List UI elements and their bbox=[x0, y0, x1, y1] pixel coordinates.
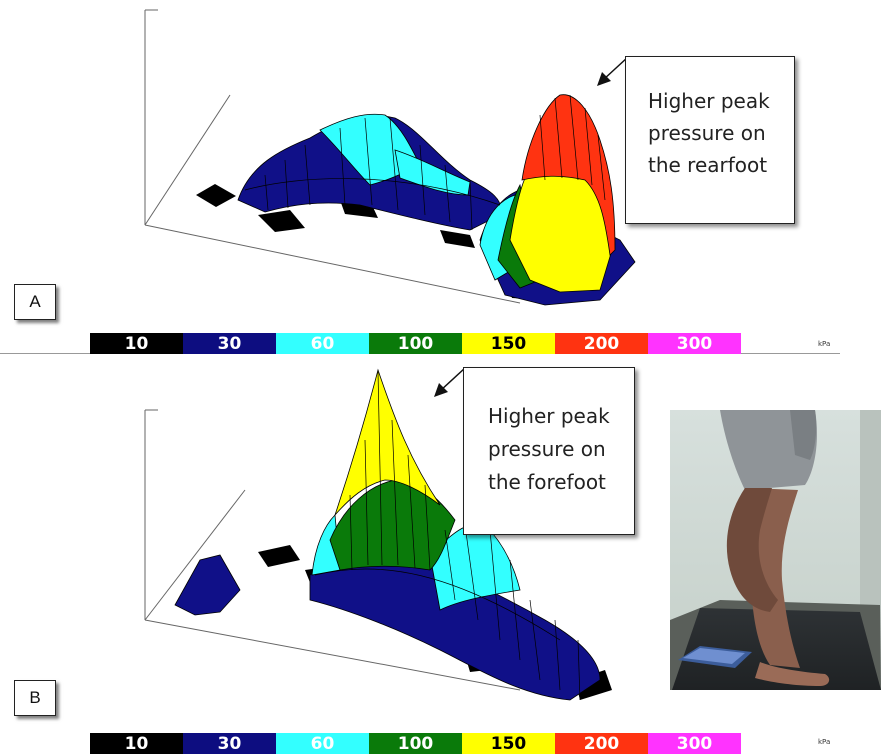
panel-a-callout-line-3: the rearfoot bbox=[648, 153, 768, 177]
panel-a-label: A bbox=[14, 284, 56, 320]
scale-a-seg-150: 150 bbox=[462, 333, 555, 354]
panel-b-unit: kPa bbox=[818, 738, 831, 746]
scale-a-seg-300: 300 bbox=[648, 333, 741, 354]
scale-a-seg-10: 10 bbox=[90, 333, 183, 354]
panel-b-color-scale: 10 30 60 100 150 200 300 bbox=[90, 733, 741, 754]
scale-a-seg-200: 200 bbox=[555, 333, 648, 354]
panel-a-unit: kPa bbox=[818, 340, 831, 348]
scale-b-seg-200: 200 bbox=[555, 733, 648, 754]
panel-a-callout-line-2: pressure on bbox=[648, 121, 766, 145]
panel-b-callout: Higher peak pressure on the forefoot bbox=[463, 367, 635, 535]
scale-b-seg-60: 60 bbox=[276, 733, 369, 754]
panel-a-callout: Higher peak pressure on the rearfoot bbox=[625, 56, 795, 224]
scale-a-seg-30: 30 bbox=[183, 333, 276, 354]
scale-a-seg-60: 60 bbox=[276, 333, 369, 354]
panel-b-callout-line-3: the forefoot bbox=[488, 470, 606, 494]
scale-b-seg-10: 10 bbox=[90, 733, 183, 754]
panel-b-label: B bbox=[14, 680, 56, 716]
scale-a-seg-100: 100 bbox=[369, 333, 462, 354]
panel-a-callout-line-1: Higher peak bbox=[648, 89, 770, 113]
scale-b-seg-300: 300 bbox=[648, 733, 741, 754]
panel-a-color-scale: 10 30 60 100 150 200 300 bbox=[90, 333, 741, 354]
panel-b-callout-line-2: pressure on bbox=[488, 437, 606, 461]
scale-b-seg-100: 100 bbox=[369, 733, 462, 754]
scale-b-seg-150: 150 bbox=[462, 733, 555, 754]
scale-b-seg-30: 30 bbox=[183, 733, 276, 754]
panel-b-callout-line-1: Higher peak bbox=[488, 404, 610, 428]
